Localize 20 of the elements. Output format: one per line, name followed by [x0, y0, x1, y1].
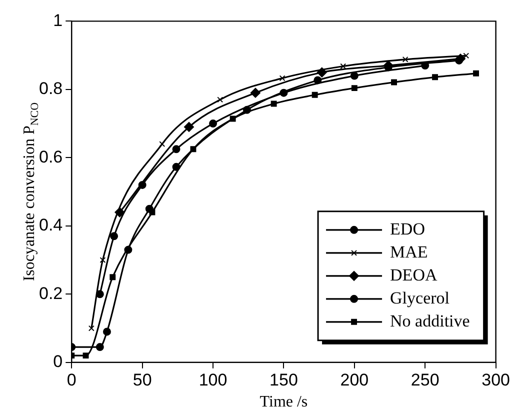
legend-label: EDO — [390, 219, 425, 238]
x-axis-title: Time /s — [260, 394, 308, 411]
y-axis-title: Isocyanate conversion PNCO — [21, 102, 41, 282]
x-tick-label: 300 — [482, 370, 510, 390]
x-tick-label: 100 — [198, 370, 228, 390]
x-tick-label: 200 — [340, 370, 369, 390]
legend-label: DEOA — [390, 265, 438, 284]
legend-label: No additive — [390, 311, 470, 330]
y-tick-label: 0.4 — [38, 216, 63, 235]
y-tick-label: 1 — [53, 10, 63, 30]
x-tick-label: 0 — [66, 370, 76, 390]
legend-label: MAE — [390, 242, 428, 262]
x-tick-label: 250 — [410, 370, 440, 390]
legend-label: Glycerol — [390, 288, 450, 308]
y-tick-label: 0.6 — [38, 147, 63, 166]
y-tick-label: 0 — [53, 352, 63, 372]
x-tick-label: 50 — [132, 370, 152, 390]
y-tick-label: 0.8 — [38, 79, 63, 98]
x-tick-label: 150 — [270, 370, 298, 390]
y-tick-label: 0.2 — [38, 284, 63, 303]
